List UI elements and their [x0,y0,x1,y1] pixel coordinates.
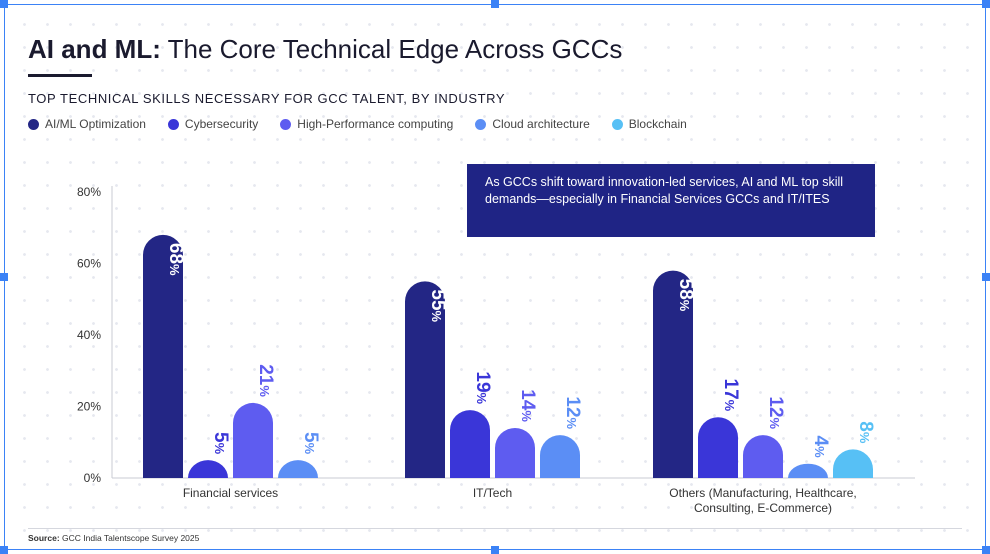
resize-handle-bottom-left[interactable] [0,546,8,554]
bar [788,463,828,478]
data-label: 5% [300,432,321,455]
y-tick-label: 0% [84,471,102,485]
legend-swatch [280,118,292,130]
bar [450,410,490,478]
legend-item: Cybersecurity [167,117,259,131]
chart-title-strong: AI and ML: [28,34,161,64]
legend-item: Cloud architecture [475,117,590,131]
bar [188,460,228,478]
bar [698,417,738,478]
legend-swatch [475,118,487,130]
chart-title-rest: The Core Technical Edge Across GCCs [160,34,623,64]
legend-label: High-Performance computing [297,117,454,131]
y-tick-label: 80% [77,185,101,199]
resize-handle-middle-left[interactable] [0,273,8,281]
y-tick-label: 60% [77,257,101,271]
resize-handle-bottom-right[interactable] [982,546,990,554]
bar [833,449,873,478]
data-label: 19% [472,371,493,404]
x-category-label: Financial services [183,486,278,500]
data-label: 5% [210,432,231,455]
data-label: 8% [855,421,876,444]
data-label: 58% [675,279,696,312]
bar [405,281,445,478]
y-tick-label: 40% [77,328,101,342]
y-tick-label: 20% [77,400,101,414]
bar [495,427,535,478]
data-label: 12% [562,396,583,429]
bar [278,460,318,478]
resize-handle-top-left[interactable] [0,0,8,8]
resize-handle-top-right[interactable] [982,0,990,8]
bar [233,402,273,478]
source-note: Source: GCC India Talentscope Survey 202… [28,533,199,543]
data-label: 4% [810,436,831,459]
data-label: 21% [255,364,276,397]
footer-divider [28,528,962,529]
legend-swatch [28,118,39,130]
legend-swatch [167,118,179,130]
bar [540,435,580,478]
bar [653,270,693,478]
chart-title: AI and ML: The Core Technical Edge Acros… [28,34,622,65]
bar [743,435,783,478]
data-label: 55% [427,289,448,322]
legend-label: Cybersecurity [184,117,259,131]
legend-label: Blockchain [628,117,687,131]
legend-item: High-Performance computing [280,117,453,131]
legend-swatch [611,118,623,130]
source-label: Source: [28,533,60,543]
callout-box: As GCCs shift toward innovation-led serv… [467,164,875,237]
data-label: 17% [720,379,741,412]
legend-label: Cloud architecture [492,117,590,131]
legend-item: AI/ML Optimization [28,117,146,131]
data-label: 68% [165,243,186,276]
legend: AI/ML Optimization Cybersecurity High-Perf… [28,117,687,131]
resize-handle-middle-right[interactable] [982,273,990,281]
bar [143,234,183,478]
x-category-label: Others (Manufacturing, Healthcare, Consul… [669,486,856,515]
resize-handle-bottom-center[interactable] [491,546,499,554]
resize-handle-top-center[interactable] [491,0,499,8]
title-underline [28,74,92,77]
source-text: GCC India Talentscope Survey 2025 [59,533,200,543]
legend-label: AI/ML Optimization [45,117,146,131]
data-label: 14% [517,389,538,422]
data-label: 12% [765,396,786,429]
chart-subtitle: TOP TECHNICAL SKILLS NECESSARY FOR GCC T… [28,91,506,106]
x-category-label: IT/Tech [473,486,512,500]
legend-item: Blockchain [611,117,687,131]
